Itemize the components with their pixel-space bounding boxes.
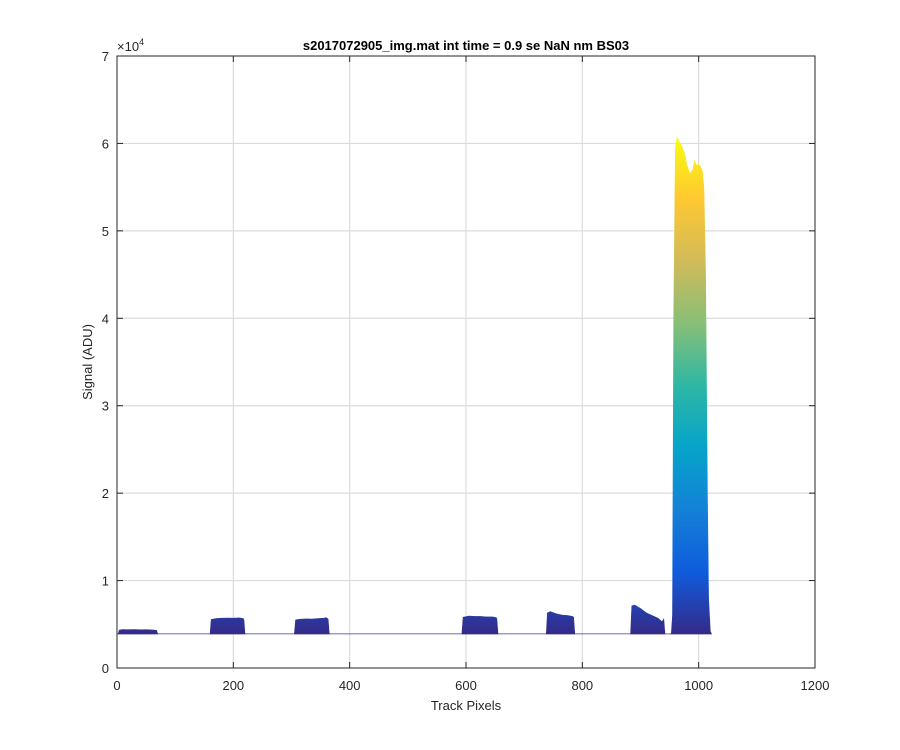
- signal-segment-3: [294, 617, 330, 635]
- y-axis-label: Signal (ADU): [80, 324, 95, 400]
- signal-segment-2: [209, 617, 246, 635]
- y-tick-label: 4: [102, 311, 109, 326]
- x-tick-label: 1200: [801, 678, 830, 693]
- y-tick-label: 7: [102, 49, 109, 64]
- y-tick-label: 0: [102, 661, 109, 676]
- chart-title: s2017072905_img.mat int time = 0.9 se Na…: [303, 38, 629, 53]
- data-layer: [117, 136, 712, 635]
- x-tick-label: 600: [455, 678, 477, 693]
- y-axis-exponent-power: 4: [139, 37, 144, 47]
- signal-segment-4: [461, 615, 499, 635]
- tick-layer: 0 200 400 600 800 1000 1200 0 1 2 3 4 5 6 7: [102, 49, 830, 693]
- x-tick-label: 800: [571, 678, 593, 693]
- x-tick-label: 400: [339, 678, 361, 693]
- y-axis-exponent: ×104: [117, 37, 144, 54]
- y-tick-label: 1: [102, 574, 109, 589]
- y-tick-label: 5: [102, 224, 109, 239]
- x-tick-label: 0: [113, 678, 120, 693]
- y-tick-label: 2: [102, 486, 109, 501]
- x-tick-label: 1000: [684, 678, 713, 693]
- y-tick-label: 6: [102, 136, 109, 151]
- signal-segment-7: [669, 136, 712, 635]
- signal-segment-1: [117, 629, 159, 635]
- x-axis-label: Track Pixels: [431, 698, 502, 713]
- x-tick-label: 200: [222, 678, 244, 693]
- signal-segment-6: [630, 604, 666, 635]
- signal-segment-5: [545, 611, 576, 635]
- y-tick-label: 3: [102, 399, 109, 414]
